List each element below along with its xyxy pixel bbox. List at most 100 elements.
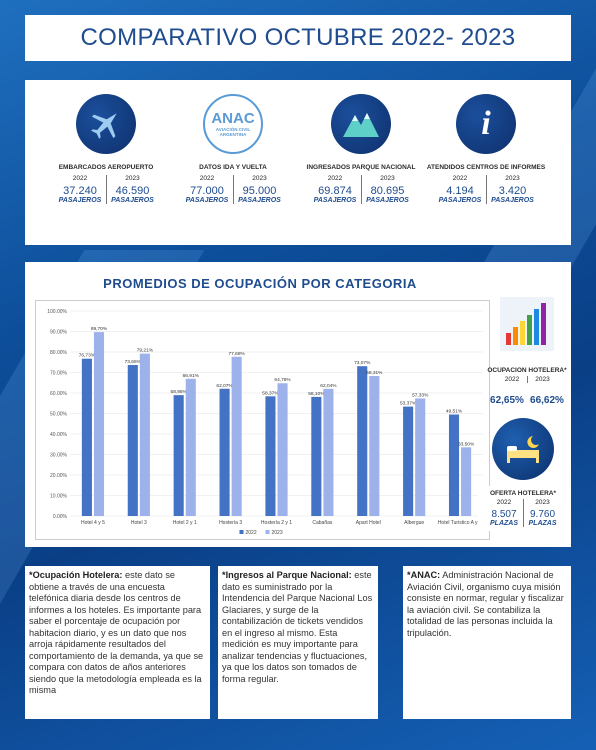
x-tick-label: Hotel Turistico A y B (438, 520, 483, 526)
y-tick-label: 0.00% (53, 514, 68, 520)
bar-2023 (185, 378, 196, 516)
data-label: 49,51% (446, 409, 463, 415)
legend-swatch (265, 530, 270, 534)
stat-unit: PASAJEROS (238, 197, 281, 204)
stat-unit: PASAJEROS (313, 197, 357, 204)
data-label: 73,07% (354, 360, 371, 366)
note-parque: *Ingresos al Parque Nacional: este dato … (218, 566, 378, 719)
oferta-unit: PLAZAS (490, 520, 518, 527)
year-label: 2022 (327, 175, 343, 182)
note-ocupacion: *Ocupación Hotelera: este dato se obtien… (25, 566, 210, 719)
bar-chart-icon (500, 297, 554, 351)
stat-centros-informes: i ATENDIDOS CENTROS DE INFORMES 2022 4.19… (421, 94, 551, 204)
stat-embarcados: EMBARCADOS AEROPUERTO 2022 37.240 PASAJERO… (41, 94, 171, 204)
bar-2023 (323, 388, 334, 516)
note-anac: *ANAC: Administración Nacional de Aviaci… (403, 566, 571, 719)
stat-value: 37.240 (63, 185, 97, 197)
title-card: COMPARATIVO OCTUBRE 2022- 2023 (25, 15, 571, 61)
oferta-value-2022: 8.507 (491, 509, 517, 520)
bar-2023 (461, 447, 472, 516)
year-label: 2022 (72, 175, 88, 182)
y-tick-label: 20.00% (50, 473, 68, 479)
year-label: 2023 (505, 175, 520, 182)
bar-2023 (139, 353, 150, 516)
data-label: 53,37% (400, 401, 417, 407)
x-tick-label: Hostería 3 (219, 520, 242, 526)
oferta-hotelera-block: OFERTA HOTELERA* 2022 8.507 PLAZAS 2023 9.7… (478, 418, 568, 531)
y-tick-label: 70.00% (50, 371, 68, 377)
bed-icon (492, 418, 554, 480)
stat-value: 4.194 (446, 185, 474, 197)
x-tick-label: Hotel 3 (131, 520, 147, 526)
oferta-unit: PLAZAS (528, 520, 557, 527)
data-label: 58,37% (262, 390, 279, 396)
data-label: 58,95% (171, 389, 188, 395)
note-heading: *Ingresos al Parque Nacional: (222, 570, 352, 580)
data-label: 62,04% (320, 383, 337, 389)
y-tick-label: 100.00% (47, 309, 67, 315)
data-label: 76,73% (79, 353, 96, 359)
note-text: este dato es suministrado por la Intende… (222, 570, 373, 684)
stat-label: INGRESADOS PARQUE NACIONAL (306, 164, 416, 171)
note-text: este dato se obtiene a través de una enc… (29, 570, 204, 695)
stat-label: DATOS IDA Y VUELTA (199, 164, 267, 171)
chart-title: PROMEDIOS DE OCUPACIÓN POR CATEGORIA (103, 276, 417, 291)
legend-label: 2023 (272, 530, 283, 536)
stat-label: EMBARCADOS AEROPUERTO (58, 164, 154, 171)
note-heading: *ANAC: (407, 570, 441, 580)
x-tick-label: Albergue (404, 520, 424, 526)
stat-unit: PASAJEROS (185, 197, 229, 204)
stat-unit: PASAJEROS (491, 197, 534, 204)
stat-value: 46.590 (115, 185, 150, 197)
y-tick-label: 30.00% (50, 453, 68, 459)
ocupacion-label: OCUPACION HOTELERA* (487, 367, 567, 374)
chart-card: PROMEDIOS DE OCUPACIÓN POR CATEGORIA 0.0… (25, 262, 571, 547)
year-label: 2022 (199, 175, 215, 182)
stat-unit: PASAJEROS (58, 197, 102, 204)
occupancy-bar-chart: 0.00% 10.00% 20.00% 30.00% 40.00% 50.00% 60.00… (47, 309, 483, 536)
ocupacion-hotelera-block: OCUPACION HOTELERA* 2022 2023 62,65% 66,… (487, 297, 567, 406)
y-tick-label: 40.00% (50, 432, 68, 438)
data-label: 68,31% (366, 370, 383, 376)
bar-2023 (415, 398, 426, 516)
bar-2022 (448, 414, 460, 516)
data-label: 73,66% (125, 359, 142, 365)
y-tick-label: 90.00% (50, 330, 68, 336)
stat-unit: PASAJEROS (438, 197, 482, 204)
x-tick-label: Cabañas (312, 520, 333, 526)
airplane-icon (76, 94, 136, 154)
info-icon: i (456, 94, 516, 154)
x-tick-label: Hostería 2 y 1 (261, 520, 292, 526)
data-label: 33,50% (458, 441, 475, 447)
year-label: 2023 (380, 175, 395, 182)
x-tick-label: Hotel 4 y 5 (81, 520, 105, 526)
y-tick-label: 50.00% (50, 412, 68, 418)
stat-label: ATENDIDOS CENTROS DE INFORMES (426, 164, 546, 171)
bar-2023 (231, 356, 242, 516)
note-heading: *Ocupación Hotelera: (29, 570, 123, 580)
x-tick-label: Hotel 2 y 1 (173, 520, 197, 526)
bar-2022 (127, 364, 138, 516)
year-label: 2023 (535, 376, 550, 383)
data-label: 62,07% (216, 383, 233, 389)
y-tick-label: 60.00% (50, 391, 68, 397)
year-label: 2022 (504, 376, 520, 383)
oferta-value-2023: 9.760 (529, 509, 556, 520)
bar-2023 (369, 375, 380, 516)
year-label: 2023 (252, 175, 267, 182)
x-tick-label: Apart Hotel (356, 520, 381, 526)
stat-value: 3.420 (498, 185, 527, 197)
anac-logo: ANAC AVIACIÓN CIVIL ARGENTINA (203, 94, 263, 154)
stat-unit: PASAJEROS (366, 197, 409, 204)
mountain-icon (331, 94, 391, 154)
legend-label: 2022 (246, 530, 257, 536)
bar-2023 (277, 383, 288, 516)
data-label: 57,33% (412, 392, 429, 398)
data-label: 79,21% (137, 348, 154, 354)
bar-2022 (81, 358, 92, 516)
bar-2022 (219, 388, 230, 516)
stat-unit: PASAJEROS (111, 197, 154, 204)
bar-2022 (403, 406, 414, 516)
stat-value: 95.000 (242, 185, 277, 197)
y-tick-label: 10.00% (50, 494, 68, 500)
